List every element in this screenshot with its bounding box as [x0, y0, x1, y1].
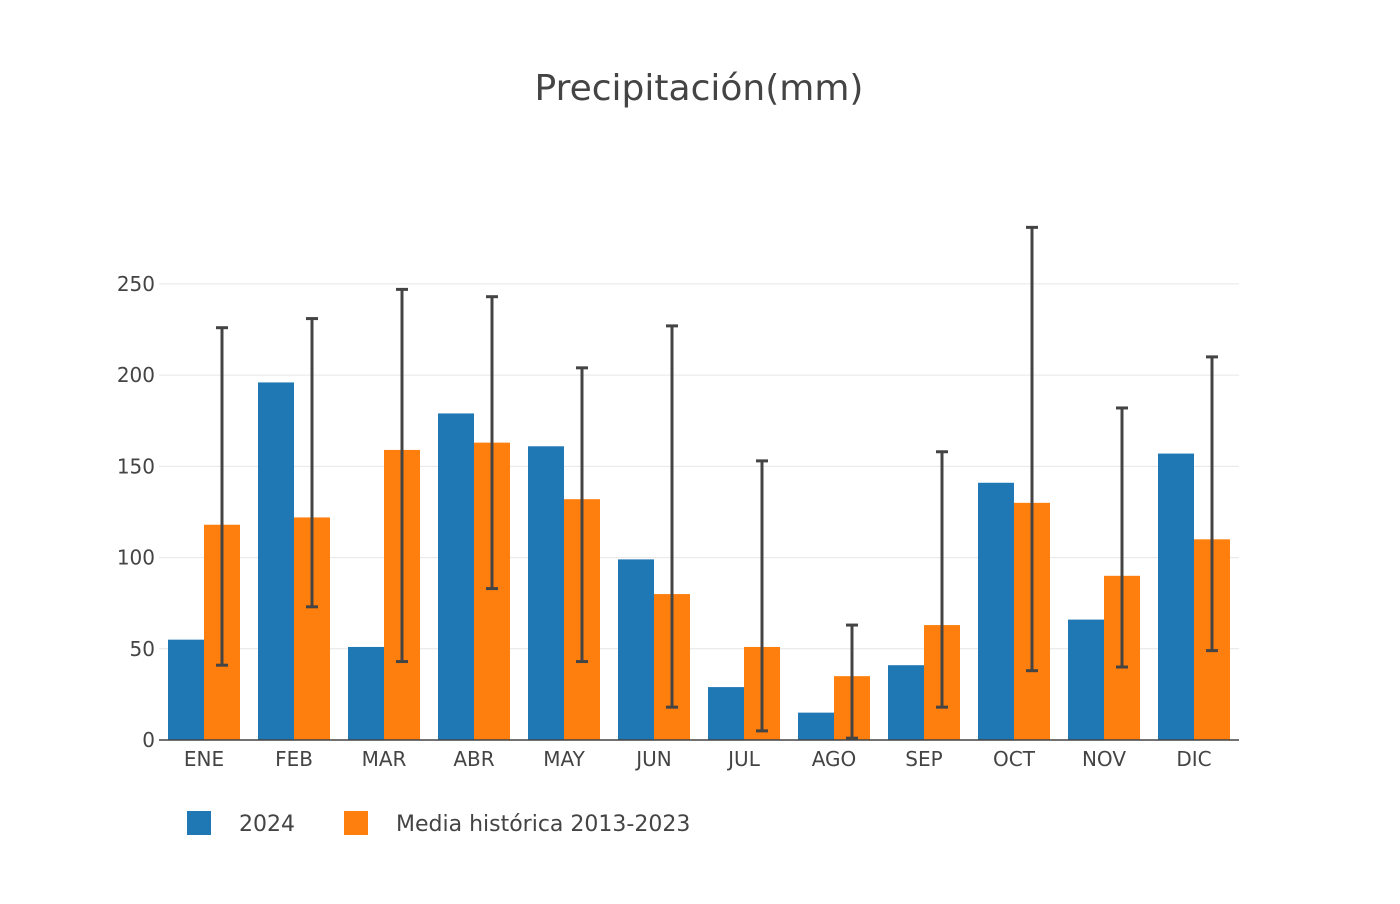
y-tick-label: 150: [117, 454, 155, 478]
x-tick-label: JUL: [726, 747, 761, 771]
bar-2024: [618, 559, 654, 740]
y-tick-label: 250: [117, 272, 155, 296]
legend-label: 2024: [239, 812, 295, 837]
bar-2024: [978, 482, 1014, 740]
legend-swatch: [187, 811, 211, 835]
bar-2024: [888, 665, 924, 740]
bar-2024: [258, 382, 294, 740]
bar-2024: [798, 712, 834, 740]
x-tick-label: ENE: [184, 747, 224, 771]
x-tick-label: SEP: [905, 747, 942, 771]
bar-2024: [708, 687, 744, 740]
x-tick-label: JUN: [634, 747, 672, 771]
bar-2024: [348, 646, 384, 740]
y-tick-label: 100: [117, 546, 155, 570]
x-tick-label: FEB: [275, 747, 313, 771]
bar-2024: [1068, 619, 1104, 740]
x-tick-label: ABR: [453, 747, 494, 771]
y-tick-label: 200: [117, 363, 155, 387]
chart-title: Precipitación(mm): [535, 68, 864, 109]
x-tick-label: AGO: [812, 747, 857, 771]
bar-2024: [168, 639, 204, 740]
x-tick-label: NOV: [1082, 747, 1126, 771]
bar-2024: [1158, 453, 1194, 740]
y-tick-label: 0: [142, 728, 155, 752]
y-tick-label: 50: [130, 637, 155, 661]
x-tick-label: DIC: [1176, 747, 1211, 771]
bar-2024: [438, 413, 474, 740]
bar-2024: [528, 446, 564, 740]
legend-label: Media histórica 2013-2023: [396, 812, 690, 837]
legend-swatch: [344, 811, 368, 835]
x-tick-label: MAR: [362, 747, 407, 771]
x-tick-label: OCT: [993, 747, 1036, 771]
x-tick-label: MAY: [543, 747, 585, 771]
